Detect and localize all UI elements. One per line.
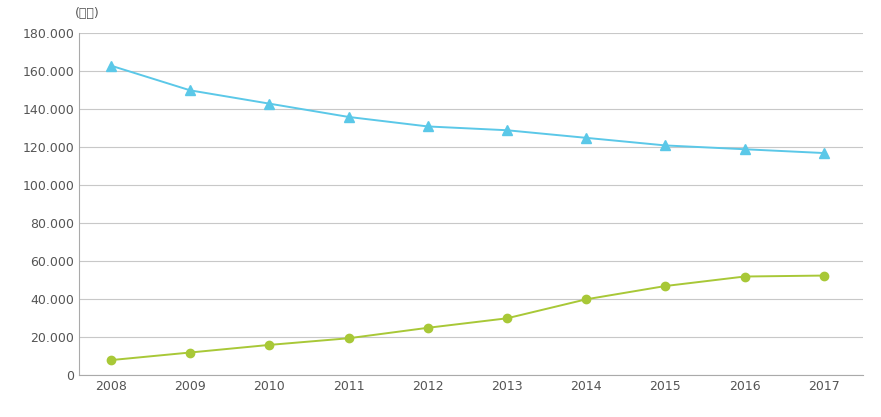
Text: (億円): (億円): [76, 7, 100, 20]
